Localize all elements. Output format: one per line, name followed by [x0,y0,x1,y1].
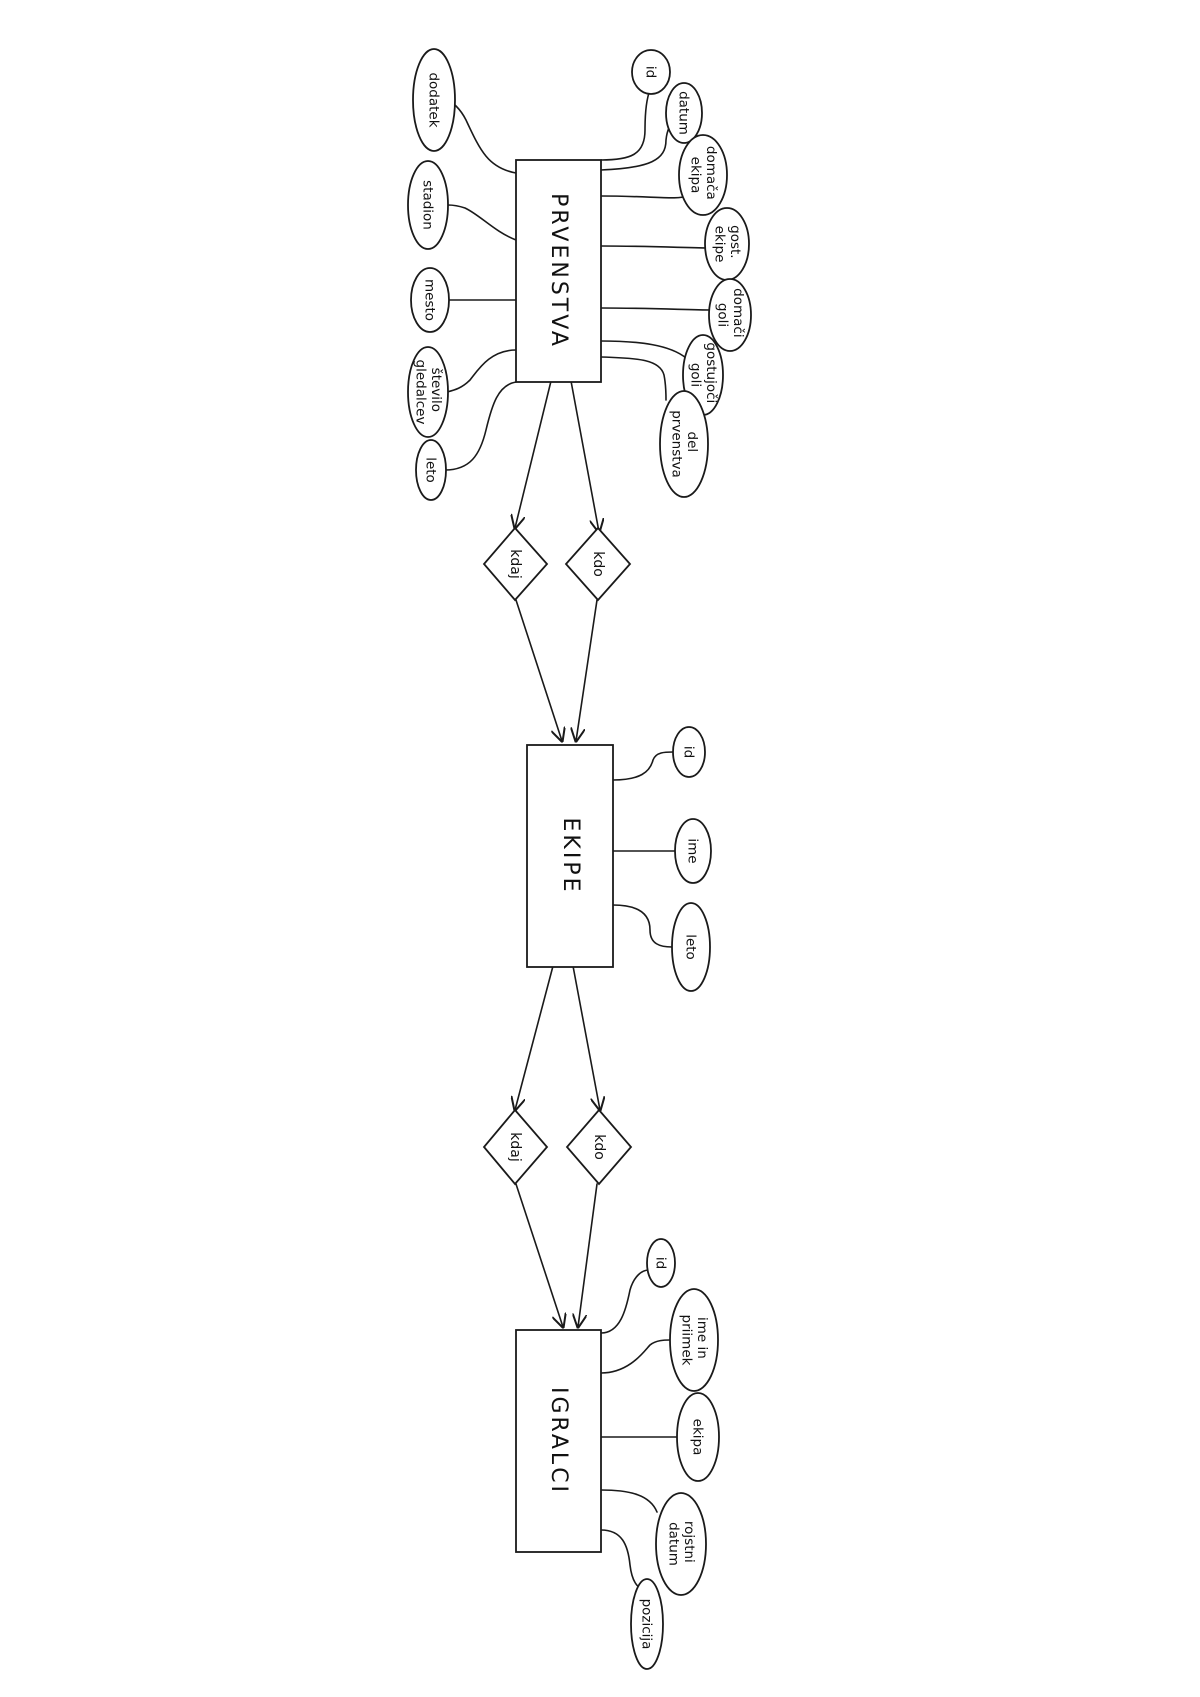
attribute-stadion[interactable]: stadion [407,160,449,250]
attribute-label: stadion [419,180,435,230]
attribute-label: domača [703,146,719,200]
attribute-label: gledalcev [413,360,429,425]
entity-prvenstva-label: PRVENSTVA [546,193,571,349]
attribute-label: gost. [727,225,743,258]
attribute-ime-in-priimek[interactable]: ime in priimek [669,1288,719,1392]
attribute-label: id [642,66,658,78]
entity-igralci[interactable]: IGRALCI [515,1329,602,1553]
attribute-label: leto [682,934,698,960]
attribute-gost-ekipe[interactable]: gost. ekipe [704,207,750,281]
attribute-label: mesto [421,279,437,321]
svg-text:rojstni datum: rojstni datum [666,1521,698,1567]
attribute-label: leto [422,457,438,483]
attribute-label: datum [666,1522,682,1566]
attribute-label: ekipa [689,1419,705,1456]
svg-text:dodatek: dodatek [425,72,441,127]
relationship-kdo-prvenstva-ekipe[interactable]: kdo [564,526,632,602]
svg-text:stadion: stadion [419,180,435,230]
entity-prvenstva[interactable]: PRVENSTVA [515,159,602,383]
attribute-label: goli [688,363,704,387]
svg-text:leto: leto [682,934,698,960]
attribute-label: id [652,1257,668,1269]
relationship-kdo-ekipe-igralci[interactable]: kdo [565,1108,633,1186]
relationship-kdo-label: kdo [590,551,606,577]
attribute-label: dodatek [425,72,441,127]
svg-text:gostujoči goli: gostujoči goli [688,342,720,407]
attribute-id[interactable]: id [631,49,671,95]
attribute-label: število [428,368,444,412]
attribute-label: del [684,432,700,453]
attribute-label: gostujoči [703,342,719,403]
svg-text:mesto: mesto [421,279,437,321]
attribute-label: rojstni [681,1521,697,1563]
entity-ekipe[interactable]: EKIPE [526,744,614,968]
svg-text:id: id [652,1257,668,1269]
attribute-dodatek[interactable]: dodatek [412,48,456,152]
attribute-label: priimek [679,1315,695,1366]
attribute-del-prvenstva[interactable]: del prvenstva [659,390,709,498]
attribute-label: datum [675,91,691,135]
attribute-label: ime [684,838,700,863]
svg-text:id: id [680,746,696,758]
relationship-kdaj-prvenstva-ekipe[interactable]: kdaj [482,526,549,602]
svg-text:ekipa: ekipa [689,1419,705,1456]
attribute-leto[interactable]: leto [671,902,711,992]
attribute-id[interactable]: id [672,726,706,778]
relationship-kdo-label: kdo [591,1134,607,1160]
attribute-lines-prvenstva [444,89,713,471]
svg-text:gost. ekipe: gost. ekipe [712,225,744,263]
attribute-ime[interactable]: ime [674,818,712,884]
relationship-kdaj-label: kdaj [507,549,523,578]
relationship-lines-ekipe-igralci [515,965,600,1327]
svg-text:datum: datum [675,91,691,135]
attribute-label: pozicija [638,1599,654,1650]
svg-text:ime in priimek: ime in priimek [679,1315,711,1366]
attribute-label: ekipe [712,226,728,263]
svg-text:domača ekipa: domača ekipa [688,146,720,204]
attribute-label: ime in [694,1317,710,1359]
attribute-domaci-goli[interactable]: domači goli [708,278,752,352]
attribute-ekipa[interactable]: ekipa [676,1392,720,1482]
attribute-label: ekipa [688,157,704,194]
attribute-label: domači [730,288,746,337]
attribute-pozicija[interactable]: pozicija [630,1578,664,1670]
attribute-id[interactable]: id [646,1238,676,1288]
attribute-rojstni-datum[interactable]: rojstni datum [655,1492,707,1596]
svg-text:ime: ime [684,838,700,863]
attribute-label: id [680,746,696,758]
entity-ekipe-label: EKIPE [558,818,583,895]
attribute-label: prvenstva [669,410,685,478]
attribute-lines-ekipe [612,751,676,948]
relationship-kdaj-ekipe-igralci[interactable]: kdaj [482,1108,549,1186]
attribute-mesto[interactable]: mesto [410,267,450,333]
attribute-domaca-ekipa[interactable]: domača ekipa [678,134,728,216]
entity-igralci-label: IGRALCI [546,1387,571,1495]
relationship-lines-prvenstva-ekipe [515,380,599,741]
svg-text:leto: leto [422,457,438,483]
svg-text:domači goli: domači goli [715,288,747,342]
attribute-datum[interactable]: datum [665,82,703,144]
svg-text:del prvenstva: del prvenstva [669,410,701,478]
attribute-leto[interactable]: leto [415,439,447,501]
svg-text:število gledalcev: število gledalcev [413,360,445,425]
attribute-stevilo-gledalcev[interactable]: število gledalcev [407,346,449,438]
svg-text:id: id [642,66,658,78]
attribute-label: goli [715,303,731,327]
svg-text:pozicija: pozicija [638,1599,654,1650]
relationship-kdaj-label: kdaj [507,1132,523,1161]
